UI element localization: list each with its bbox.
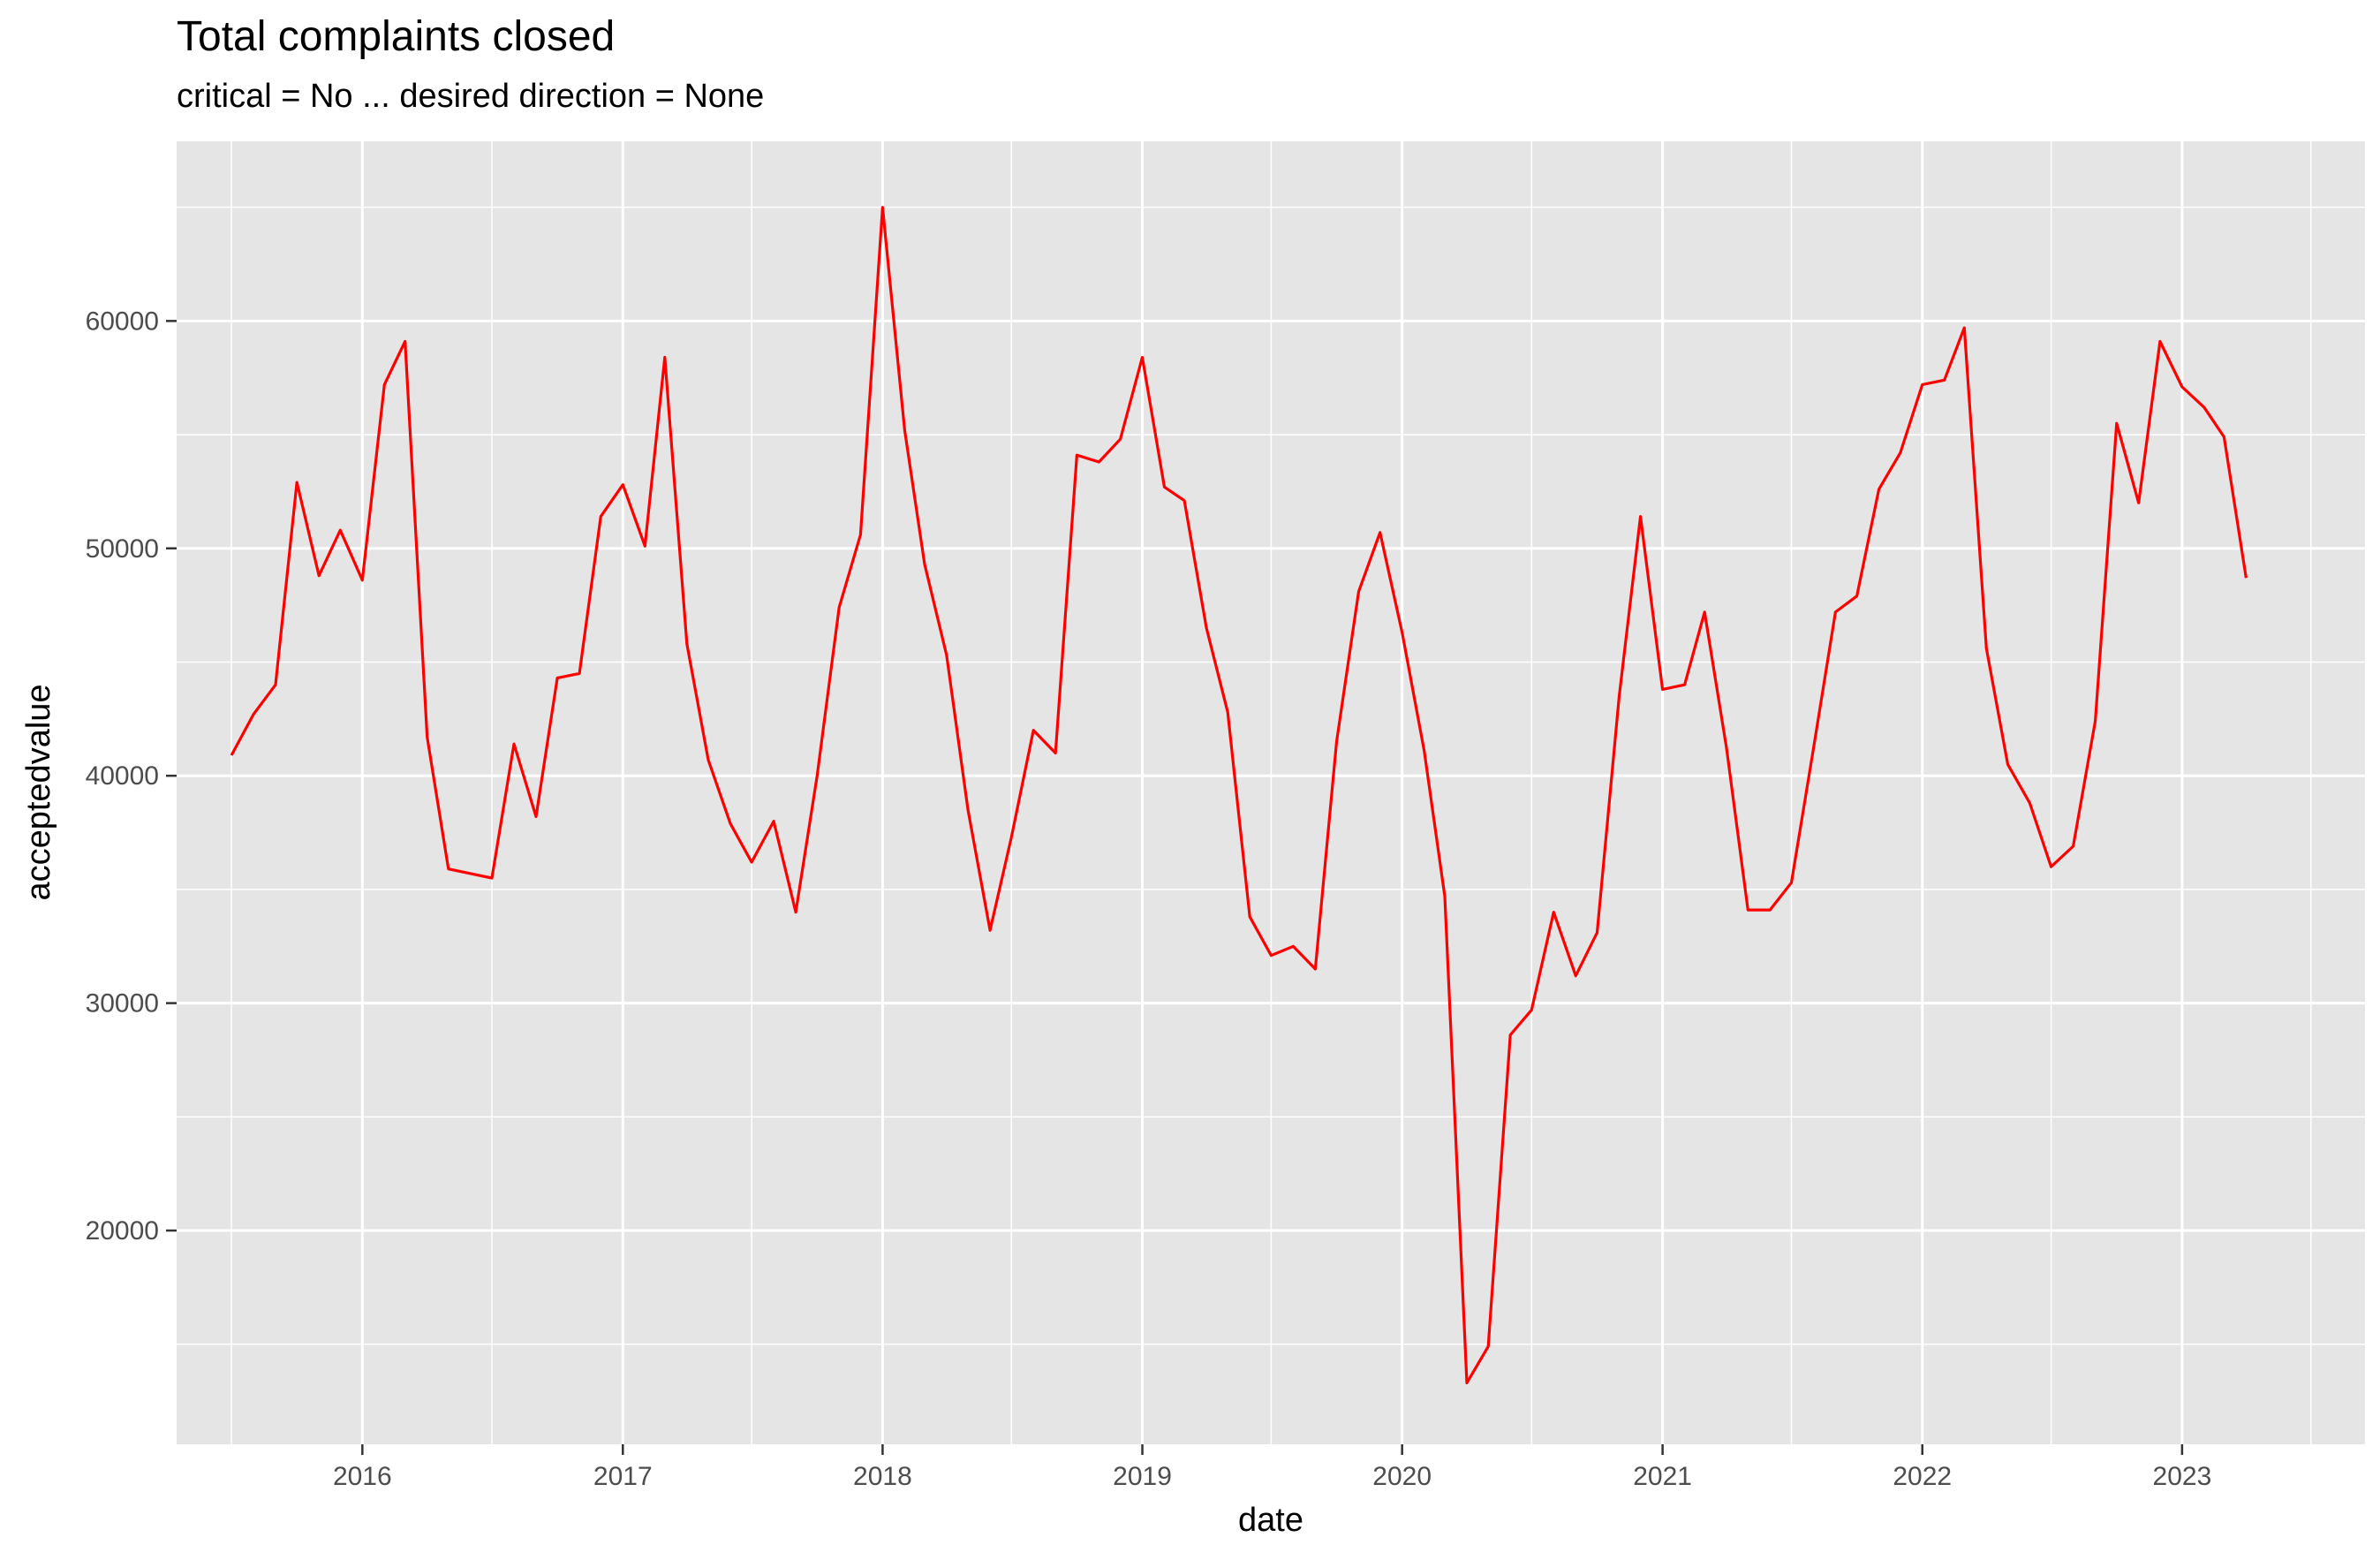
y-tick-label: 20000 (86, 1216, 159, 1246)
x-tick-label: 2019 (1113, 1462, 1172, 1491)
series-line (230, 206, 2248, 1385)
x-tick-label: 2022 (1893, 1462, 1952, 1491)
minor-gridlines (177, 141, 2365, 1444)
axis-ticks (166, 320, 2184, 1455)
x-tick-label: 2023 (2153, 1462, 2212, 1491)
x-tick-label: 2021 (1633, 1462, 1692, 1491)
chart-subtitle: critical = No ... desired direction = No… (177, 78, 765, 115)
x-tick-label: 2018 (853, 1462, 912, 1491)
y-tick-label: 40000 (86, 761, 159, 791)
y-tick-label: 30000 (86, 989, 159, 1019)
x-tick-label: 2020 (1372, 1462, 1432, 1491)
x-tick-label: 2017 (593, 1462, 653, 1491)
chart-title: Total complaints closed (177, 13, 616, 60)
y-tick-label: 60000 (86, 307, 159, 336)
x-axis-tick-labels: 2016 2017 2018 2019 2020 2021 2022 2023 (333, 1462, 2211, 1491)
y-axis-tick-labels: 20000 30000 40000 50000 60000 (86, 307, 159, 1246)
y-tick-label: 50000 (86, 534, 159, 564)
x-tick-label: 2016 (333, 1462, 392, 1491)
x-axis-title: date (1238, 1502, 1303, 1539)
y-axis-title: acceptedvalue (20, 684, 57, 900)
series-layer (230, 206, 2248, 1385)
